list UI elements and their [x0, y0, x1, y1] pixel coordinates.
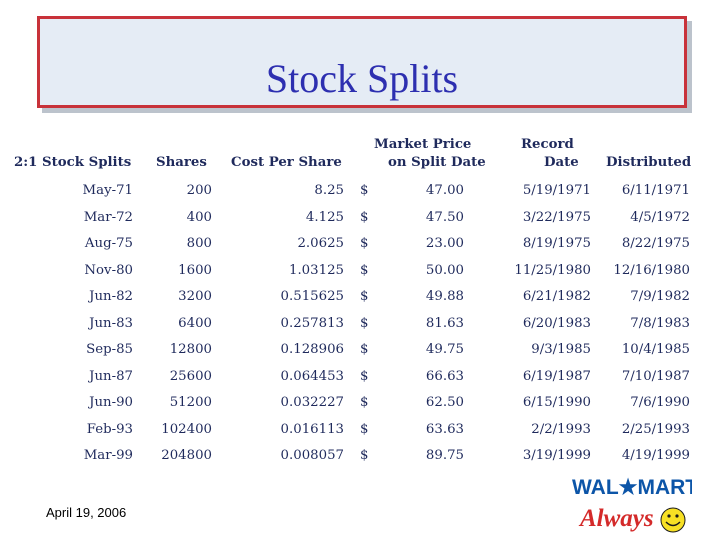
smiley-icon — [660, 507, 686, 533]
dollar-sign-cell: $ — [360, 368, 369, 384]
shares-cell: 25600 — [169, 368, 212, 384]
dollar-sign-cell: $ — [360, 183, 369, 198]
dollar-sign-cell: $ — [360, 209, 369, 225]
market-price-cell: 47.50 — [425, 209, 464, 225]
logo-top-text: WAL★MART — [572, 476, 692, 499]
distributed-date-cell: 2/25/1993 — [621, 421, 690, 437]
distributed-date-cell: 7/6/1990 — [630, 395, 690, 410]
cost-per-share-cell: 0.008057 — [280, 448, 344, 463]
market-price-cell: 89.75 — [425, 448, 464, 463]
header-record-line2: Date — [544, 155, 579, 170]
record-date-cell: 6/19/1987 — [522, 368, 591, 384]
cost-per-share-cell: 0.032227 — [280, 395, 344, 410]
record-date-cell: 2/2/1993 — [531, 421, 591, 437]
cost-per-share-cell: 0.257813 — [280, 315, 344, 331]
walmart-logo: WAL★MART Always — [572, 476, 692, 533]
record-date-cell: 6/20/1983 — [522, 315, 591, 331]
shares-cell: 800 — [186, 236, 212, 251]
dollar-sign-cell: $ — [360, 289, 369, 304]
dollar-sign-cell: $ — [360, 342, 369, 357]
distributed-date-cell: 4/5/1972 — [630, 209, 690, 225]
split-date-cell: Jun-87 — [89, 368, 133, 384]
market-price-cell: 62.50 — [425, 395, 464, 410]
dollar-sign-cell: $ — [360, 236, 369, 251]
header-distributed: Distributed — [606, 155, 692, 170]
footer-date: April 19, 2006 — [46, 505, 127, 520]
split-date-cell: Mar-72 — [83, 209, 133, 225]
split-date-cell: Jun-83 — [89, 315, 133, 331]
split-date-cell: Mar-99 — [83, 448, 133, 463]
distributed-date-cell: 6/11/1971 — [621, 183, 690, 198]
record-date-cell: 6/15/1990 — [522, 395, 591, 410]
shares-cell: 51200 — [169, 395, 212, 410]
dollar-sign-cell: $ — [360, 448, 369, 463]
market-price-cell: 50.00 — [425, 262, 464, 278]
header-shares: Shares — [156, 155, 207, 170]
header-market-line1: Market Price — [374, 137, 472, 152]
cost-per-share-cell: 8.25 — [314, 183, 344, 198]
distributed-date-cell: 7/8/1983 — [630, 315, 690, 331]
header-cost: Cost Per Share — [231, 155, 342, 170]
distributed-date-cell: 8/22/1975 — [621, 236, 690, 251]
cost-per-share-cell: 2.0625 — [297, 236, 344, 251]
split-date-cell: Jun-82 — [89, 289, 133, 304]
logo-bottom-text: Always — [578, 505, 654, 532]
shares-cell: 3200 — [178, 289, 212, 304]
market-price-cell: 23.00 — [425, 236, 464, 251]
market-price-cell: 49.75 — [425, 342, 464, 357]
header-record-line1: Record — [521, 137, 574, 152]
record-date-cell: 6/21/1982 — [522, 289, 591, 304]
dollar-sign-cell: $ — [360, 262, 369, 278]
header-split: 2:1 Stock Splits — [14, 155, 132, 170]
distributed-date-cell: 7/10/1987 — [621, 368, 690, 384]
header-market-line2: on Split Date — [388, 155, 486, 170]
cost-per-share-cell: 0.064453 — [280, 368, 344, 384]
shares-cell: 204800 — [161, 448, 212, 463]
split-date-cell: Aug-75 — [84, 236, 133, 251]
distributed-date-cell: 4/19/1999 — [621, 448, 690, 463]
record-date-cell: 8/19/1975 — [522, 236, 591, 251]
record-date-cell: 5/19/1971 — [522, 183, 591, 198]
split-date-cell: Jun-90 — [89, 395, 133, 410]
dollar-sign-cell: $ — [360, 315, 369, 331]
market-price-cell: 66.63 — [425, 368, 464, 384]
market-price-cell: 81.63 — [425, 315, 464, 331]
cost-per-share-cell: 0.515625 — [280, 289, 344, 304]
shares-cell: 12800 — [169, 342, 212, 357]
distributed-date-cell: 7/9/1982 — [630, 289, 690, 304]
shares-cell: 6400 — [178, 315, 212, 331]
distributed-date-cell: 10/4/1985 — [621, 342, 690, 357]
title-box: Stock Splits — [37, 16, 687, 108]
record-date-cell: 3/22/1975 — [522, 209, 591, 225]
record-date-cell: 9/3/1985 — [531, 342, 591, 357]
distributed-date-cell: 12/16/1980 — [613, 262, 690, 278]
shares-cell: 200 — [186, 183, 212, 198]
market-price-cell: 47.00 — [425, 183, 464, 198]
page-title: Stock Splits — [265, 56, 459, 101]
cost-per-share-cell: 1.03125 — [289, 262, 344, 278]
split-date-cell: May-71 — [82, 183, 133, 198]
cost-per-share-cell: 0.016113 — [280, 421, 344, 437]
record-date-cell: 3/19/1999 — [522, 448, 591, 463]
market-price-cell: 63.63 — [425, 421, 464, 437]
shares-cell: 102400 — [161, 421, 212, 437]
cost-per-share-cell: 0.128906 — [280, 342, 344, 357]
record-date-cell: 11/25/1980 — [514, 262, 591, 278]
cost-per-share-cell: 4.125 — [305, 209, 344, 225]
shares-cell: 400 — [186, 209, 212, 225]
market-price-cell: 49.88 — [425, 289, 464, 304]
split-date-cell: Feb-93 — [86, 421, 133, 437]
dollar-sign-cell: $ — [360, 421, 369, 437]
split-date-cell: Nov-80 — [84, 262, 133, 278]
shares-cell: 1600 — [178, 262, 212, 278]
dollar-sign-cell: $ — [360, 395, 369, 410]
split-date-cell: Sep-85 — [86, 342, 133, 357]
